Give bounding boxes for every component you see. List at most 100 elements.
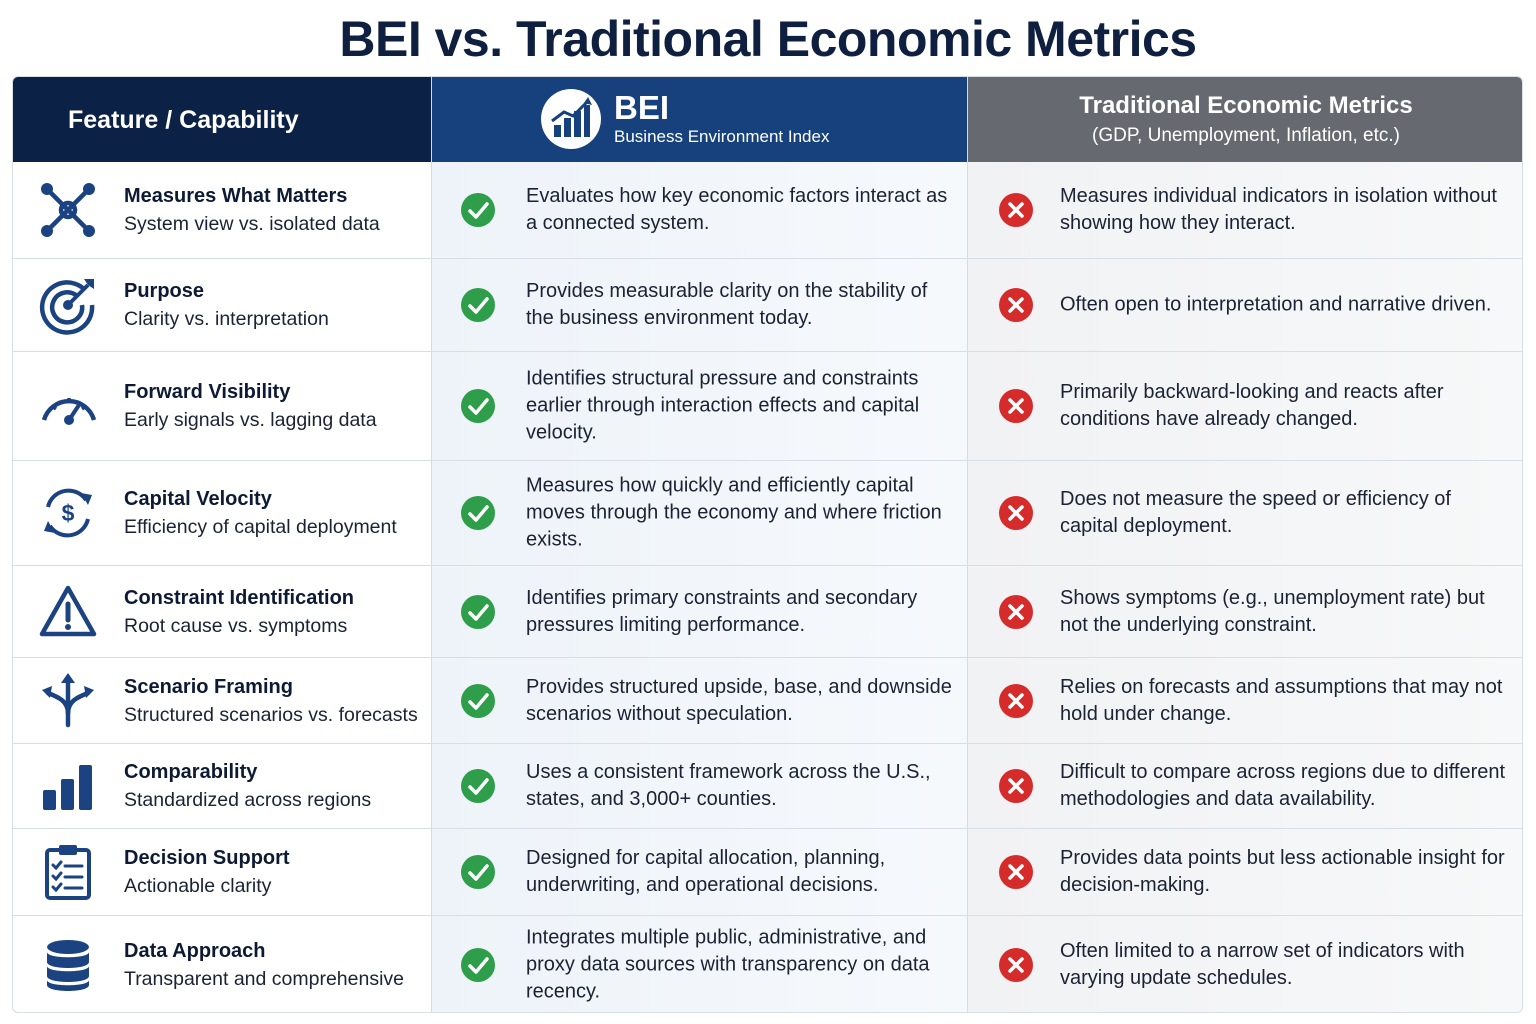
bei-description: Evaluates how key economic factors inter… <box>526 185 948 234</box>
check-icon <box>461 389 495 423</box>
bei-subtitle: Business Environment Index <box>614 127 830 146</box>
page-title: BEI vs. Traditional Economic Metrics <box>339 11 1197 67</box>
table-row: Measures What Matters System view vs. is… <box>13 162 1522 259</box>
table-row: Decision Support Actionable clarity Desi… <box>13 829 1522 916</box>
feature-title: Decision Support <box>124 847 290 869</box>
traditional-subtitle: (GDP, Unemployment, Inflation, etc.) <box>1092 125 1400 146</box>
check-icon <box>461 496 495 530</box>
traditional-description: Does not measure the speed or efficiency… <box>1060 488 1451 537</box>
bei-cell: Identifies structural pressure and const… <box>431 352 968 460</box>
bei-cell: Evaluates how key economic factors inter… <box>431 162 968 258</box>
bei-description: Identifies structural pressure and const… <box>526 367 920 444</box>
bei-description: Integrates multiple public, administrati… <box>526 926 930 1003</box>
traditional-cell: Difficult to compare across regions due … <box>968 744 1522 828</box>
bar-chart-icon <box>38 756 98 816</box>
bei-cell: Uses a consistent framework across the U… <box>431 744 968 828</box>
traditional-description: Relies on forecasts and assumptions that… <box>1060 675 1503 725</box>
feature-cell: Measures What Matters System view vs. is… <box>13 162 431 258</box>
bei-column-header: BEI Business Environment Index <box>431 77 968 162</box>
database-icon <box>38 935 98 995</box>
table-row: Comparability Standardized across region… <box>13 744 1522 829</box>
feature-title: Constraint Identification <box>124 586 354 609</box>
check-icon <box>461 594 495 629</box>
traditional-description: Difficult to compare across regions due … <box>1060 761 1506 810</box>
warning-icon <box>38 582 98 642</box>
feature-subtitle: Clarity vs. interpretation <box>124 308 329 330</box>
check-icon <box>461 855 495 889</box>
table-row: Data Approach Transparent and comprehens… <box>13 916 1522 1012</box>
column-divider <box>431 77 432 1012</box>
feature-cell: Forward Visibility Early signals vs. lag… <box>13 352 431 460</box>
traditional-cell: Often open to interpretation and narrati… <box>968 259 1522 351</box>
feature-cell: Data Approach Transparent and comprehens… <box>13 916 431 1012</box>
dollar-cycle-icon: $ <box>38 483 98 543</box>
feature-subtitle: Efficiency of capital deployment <box>124 516 397 538</box>
check-icon <box>461 288 495 322</box>
traditional-title: Traditional Economic Metrics <box>1079 92 1413 119</box>
feature-title: Capital Velocity <box>124 488 272 510</box>
cross-icon <box>999 855 1033 889</box>
cross-icon <box>999 389 1033 423</box>
feature-title: Purpose <box>124 280 205 302</box>
bei-cell: Provides structured upside, base, and do… <box>431 658 968 743</box>
bei-column-background <box>431 162 968 1012</box>
clipboard-checklist-icon <box>38 842 98 902</box>
feature-cell: Scenario Framing Structured scenarios vs… <box>13 658 431 743</box>
feature-title: Comparability <box>124 761 258 783</box>
table-row: $ Capital Velocity Efficiency of capital… <box>13 461 1522 566</box>
traditional-column-background <box>968 162 1522 1012</box>
traditional-column-header: Traditional Economic Metrics (GDP, Unemp… <box>968 77 1522 162</box>
cross-icon <box>999 769 1033 803</box>
traditional-description: Shows symptoms (e.g., unemployment rate)… <box>1060 586 1485 636</box>
feature-cell: Purpose Clarity vs. interpretation <box>13 259 431 351</box>
feature-title: Measures What Matters <box>124 185 348 207</box>
check-icon <box>461 948 495 982</box>
bei-cell: Identifies primary constraints and secon… <box>431 566 968 657</box>
cross-icon <box>999 496 1033 530</box>
table-row: Forward Visibility Early signals vs. lag… <box>13 352 1522 461</box>
feature-subtitle: Actionable clarity <box>124 875 272 897</box>
bei-description: Provides measurable clarity on the stabi… <box>526 280 928 329</box>
feature-subtitle: Structured scenarios vs. forecasts <box>124 703 418 726</box>
table-row: Scenario Framing Structured scenarios vs… <box>13 658 1522 744</box>
traditional-cell: Provides data points but less actionable… <box>968 829 1522 915</box>
check-icon <box>461 683 495 718</box>
feature-subtitle: Standardized across regions <box>124 789 372 811</box>
table-row: Constraint Identification Root cause vs.… <box>13 566 1522 658</box>
column-divider <box>967 77 968 1012</box>
feature-title: Data Approach <box>124 940 266 962</box>
gauge-icon <box>38 376 98 436</box>
traditional-description: Often open to interpretation and narrati… <box>1060 293 1492 316</box>
bei-name: BEI <box>614 89 670 126</box>
bei-cell: Integrates multiple public, administrati… <box>431 916 968 1012</box>
bei-cell: Measures how quickly and efficiently cap… <box>431 461 968 565</box>
feature-cell: Comparability Standardized across region… <box>13 744 431 828</box>
feature-subtitle: Early signals vs. lagging data <box>124 409 377 431</box>
feature-subtitle: System view vs. isolated data <box>124 213 380 235</box>
comparison-table: Feature / Capability BEI Business Enviro… <box>12 76 1523 1013</box>
feature-column-label: Feature / Capability <box>68 106 299 134</box>
network-icon <box>38 180 98 240</box>
feature-subtitle: Transparent and comprehensive <box>124 968 405 990</box>
feature-cell: Constraint Identification Root cause vs.… <box>13 566 431 657</box>
traditional-cell: Relies on forecasts and assumptions that… <box>968 658 1522 743</box>
feature-cell: Decision Support Actionable clarity <box>13 829 431 915</box>
cross-icon <box>999 288 1033 322</box>
bei-description: Designed for capital allocation, plannin… <box>526 847 886 896</box>
traditional-description: Provides data points but less actionable… <box>1060 847 1505 896</box>
feature-column-header: Feature / Capability <box>13 77 431 162</box>
target-icon <box>38 275 98 335</box>
bei-description: Provides structured upside, base, and do… <box>526 675 952 725</box>
check-icon <box>461 769 495 803</box>
traditional-cell: Does not measure the speed or efficiency… <box>968 461 1522 565</box>
bei-logo-icon <box>541 89 601 149</box>
traditional-cell: Often limited to a narrow set of indicat… <box>968 916 1522 1012</box>
bei-cell: Provides measurable clarity on the stabi… <box>431 259 968 351</box>
traditional-description: Measures individual indicators in isolat… <box>1060 185 1497 234</box>
traditional-cell: Primarily backward-looking and reacts af… <box>968 352 1522 460</box>
traditional-cell: Measures individual indicators in isolat… <box>968 162 1522 258</box>
svg-text:$: $ <box>62 500 75 526</box>
split-arrows-icon <box>38 671 98 731</box>
table-row: Purpose Clarity vs. interpretation Provi… <box>13 259 1522 352</box>
traditional-description: Primarily backward-looking and reacts af… <box>1060 381 1444 430</box>
